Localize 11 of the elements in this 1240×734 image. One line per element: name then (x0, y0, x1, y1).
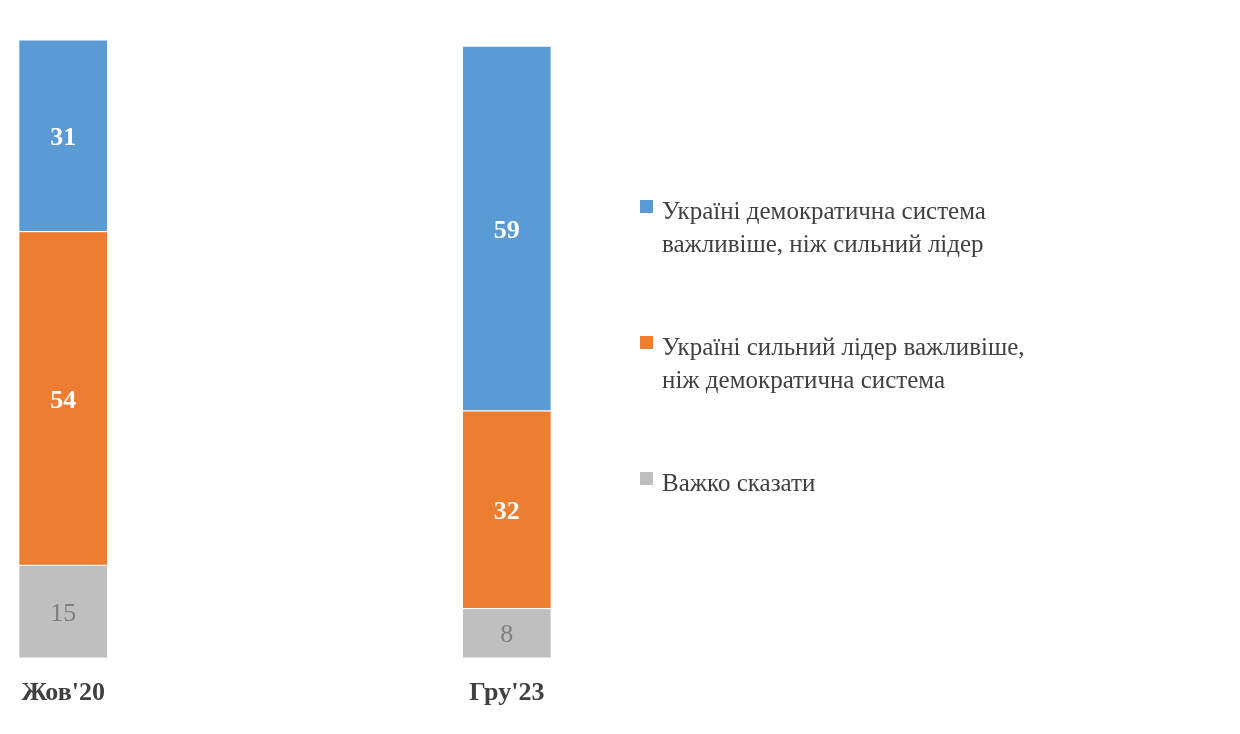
data-label: 15 (50, 597, 77, 627)
legend-label: Україні сильний лідер важливіше, ніж демократична система (662, 332, 1025, 393)
legend-label: Важко сказати (662, 468, 816, 496)
data-label: 8 (500, 619, 514, 649)
data-label: 31 (50, 121, 77, 151)
data-label: 32 (493, 495, 520, 525)
data-label: 54 (50, 384, 77, 414)
x-tick-label: Жов'20 (21, 677, 105, 706)
x-tick-label: Гру'23 (469, 677, 545, 706)
data-label: 59 (493, 214, 520, 244)
legend-label: Україні демократична система важливіше, ніж сильний лідер (662, 196, 986, 257)
